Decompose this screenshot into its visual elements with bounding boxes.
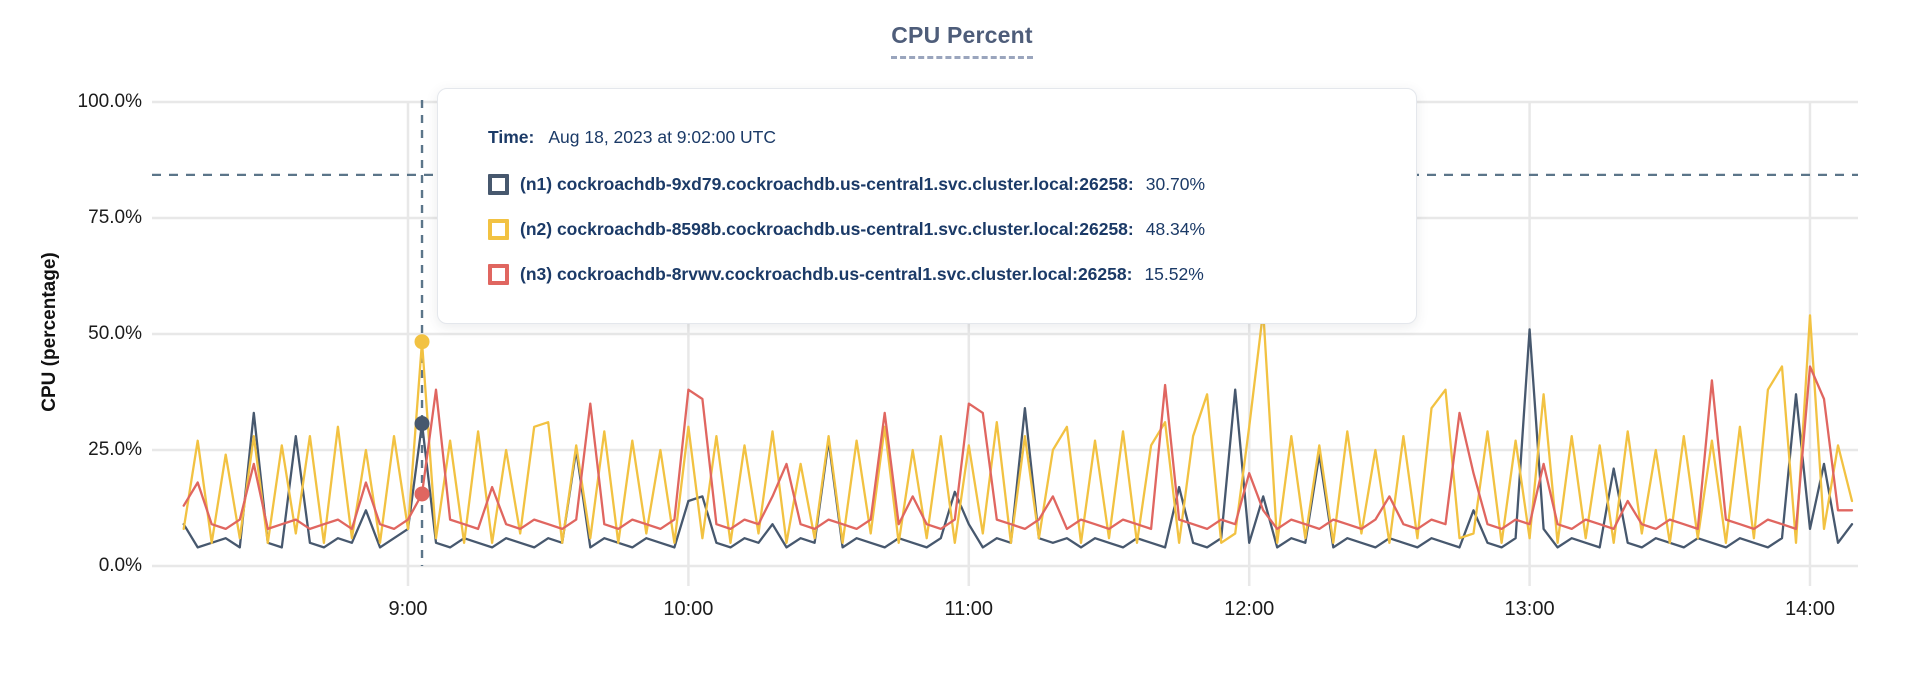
tooltip-series-row-n2: (n2) cockroachdb-8598b.cockroachdb.us-ce… — [488, 217, 1205, 241]
x-tick-label: 11:00 — [944, 598, 994, 620]
series-value-n1: 30.70% — [1145, 173, 1206, 194]
y-tick-label: 0.0% — [98, 555, 142, 576]
chart-title-wrap: CPU Percent — [0, 22, 1924, 59]
series-label-n2: (n2) cockroachdb-8598b.cockroachdb.us-ce… — [520, 218, 1134, 239]
hover-tooltip: Time: Aug 18, 2023 at 9:02:00 UTC (n1) c… — [437, 88, 1417, 324]
hover-dot-n3 — [414, 486, 430, 502]
series-value-n2: 48.34% — [1145, 218, 1206, 239]
y-tick-label: 75.0% — [88, 207, 142, 228]
series-line-n2 — [182, 309, 1854, 544]
tooltip-time-row: Time: Aug 18, 2023 at 9:02:00 UTC — [488, 125, 776, 149]
series-line-n3 — [182, 365, 1854, 531]
series-value-n3: 15.52% — [1144, 263, 1204, 284]
x-tick-label: 13:00 — [1504, 598, 1555, 620]
series-swatch-n3-icon — [488, 263, 509, 285]
x-tick-label: 10:00 — [663, 598, 714, 620]
tooltip-time-label: Time: — [488, 126, 535, 147]
hover-dot-n1 — [414, 416, 430, 432]
series-swatch-n2-icon — [488, 218, 509, 240]
series-label-n3: (n3) cockroachdb-8rvwv.cockroachdb.us-ce… — [520, 263, 1133, 284]
x-tick-label: 9:00 — [388, 598, 428, 620]
series-line-n1 — [182, 328, 1854, 549]
tooltip-series-row-n3: (n3) cockroachdb-8rvwv.cockroachdb.us-ce… — [488, 262, 1204, 286]
y-tick-label: 50.0% — [88, 323, 142, 344]
tooltip-time-value: Aug 18, 2023 at 9:02:00 UTC — [548, 126, 777, 147]
tooltip-series-row-n1: (n1) cockroachdb-9xd79.cockroachdb.us-ce… — [488, 172, 1205, 196]
series-label-n1: (n1) cockroachdb-9xd79.cockroachdb.us-ce… — [520, 173, 1134, 194]
y-tick-label: 100.0% — [77, 91, 142, 112]
y-tick-label: 25.0% — [88, 439, 142, 460]
x-tick-label: 14:00 — [1784, 598, 1836, 620]
chart-title: CPU Percent — [891, 22, 1033, 59]
x-tick-label: 12:00 — [1224, 598, 1275, 620]
series-swatch-n1-icon — [488, 173, 509, 195]
hover-dot-n2 — [414, 334, 430, 350]
